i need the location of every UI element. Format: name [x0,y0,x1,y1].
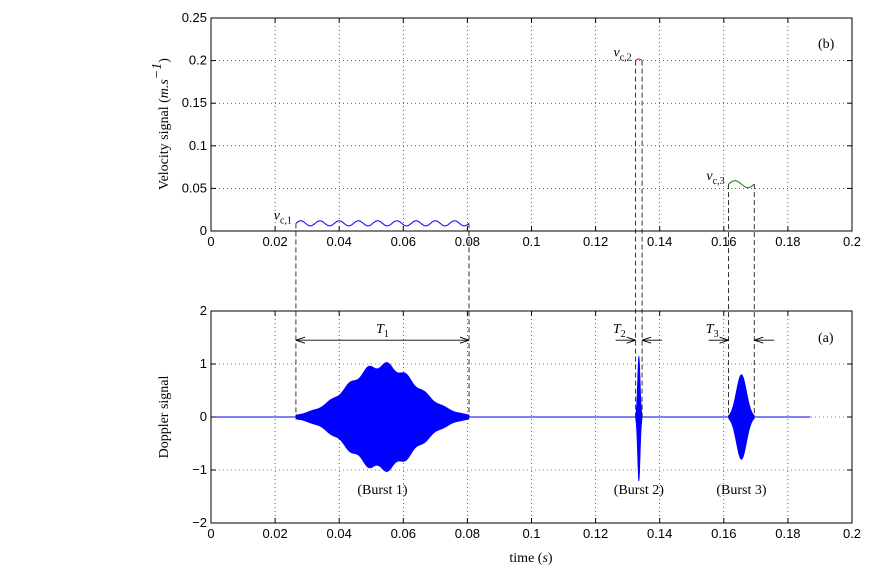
velocity-x-tick-label: 0.1 [522,234,540,249]
period-1-arrowhead-right [459,336,470,344]
velocity-x-tick-label: 0.02 [262,234,287,249]
velocity-x-tick-label: 0.08 [455,234,480,249]
period-3-arrowhead-right [754,336,764,344]
doppler-x-tick-label: 0.2 [843,526,861,541]
time-axis-label: time (s) [509,551,553,565]
doppler-x-tick-label: 0.14 [647,526,672,541]
velocity-x-tick-label: 0.04 [327,234,352,249]
velocity-y-tick-label: 0 [200,223,207,238]
velocity-series-2 [635,58,643,62]
period-2-arrowhead-right [641,336,652,344]
velocity-x-tick-label: 0.2 [843,234,861,249]
velocity-y-tick-label: 0.2 [189,53,207,68]
velocity-series-1 [295,220,470,227]
velocity-x-tick-label: 0.16 [711,234,736,249]
period-label-1: T1 [376,322,389,340]
period-label-2: T2 [613,322,626,340]
velocity-panel-label: (b) [818,37,835,52]
doppler-x-tick-label: 0.18 [775,526,800,541]
doppler-x-tick-label: 0.08 [455,526,480,541]
doppler-burst-2 [635,355,643,482]
doppler-burst-label-3: (Burst 3) [716,483,767,498]
doppler-x-tick-label: 0.12 [583,526,608,541]
doppler-burst-1 [295,362,470,472]
doppler-y-axis-label: Doppler signal [157,375,172,458]
doppler-ticks: 0 0.02 0.04 0.06 0.08 0.1 0.12 0.14 0.16 0.18 0.2 −… [192,303,861,541]
doppler-y-tick-label: 1 [200,356,207,371]
velocity-y-tick-label: 0.25 [182,10,207,25]
doppler-burst-3 [728,374,755,460]
doppler-x-tick-label: 0.04 [327,526,352,541]
doppler-signal: (Burst 1) (Burst 2) (Burst 3) [211,355,811,498]
velocity-y-axis-label: Velocity signal (m.s−1) [150,58,173,190]
velocity-x-tick-label: 0.06 [391,234,416,249]
doppler-y-tick-label: −2 [192,515,207,530]
velocity-y-tick-label: 0.1 [189,138,207,153]
burst-annotations: T1 T2 T3 [295,60,775,417]
velocity-x-tick-label: 0 [207,234,214,249]
velocity-axes-frame [210,17,853,232]
doppler-x-tick-label: 0.06 [391,526,416,541]
doppler-x-tick-label: 0.1 [522,526,540,541]
velocity-panel: vc,1 vc,2 vc,3 0 0.02 0.04 0.06 0.08 0.1 0.12 0.1… [150,10,862,249]
velocity-x-tick-label: 0.14 [647,234,672,249]
velocity-ticks: 0 0.02 0.04 0.06 0.08 0.1 0.12 0.14 0.16 0.18 0.2 0… [182,10,861,249]
doppler-x-tick-label: 0.02 [262,526,287,541]
doppler-panel: (Burst 1) (Burst 2) (Burst 3) 0 0.02 0.04 0.0… [157,303,861,565]
period-label-3: T3 [706,322,719,340]
velocity-series: vc,1 vc,2 vc,3 [274,46,755,227]
velocity-series-label-3: vc,3 [706,169,724,187]
doppler-y-tick-label: −1 [192,462,207,477]
doppler-y-tick-label: 0 [200,409,207,424]
velocity-series-label-2: vc,2 [613,46,631,64]
doppler-panel-label: (a) [818,331,834,346]
doppler-x-tick-label: 0.16 [711,526,736,541]
velocity-y-tick-label: 0.05 [182,180,207,195]
velocity-x-tick-label: 0.18 [775,234,800,249]
period-1-arrowhead-left [295,336,306,344]
doppler-y-tick-label: 2 [200,303,207,318]
velocity-y-tick-label: 0.15 [182,95,207,110]
period-3-arrowhead-left [719,336,729,344]
velocity-x-tick-label: 0.12 [583,234,608,249]
velocity-grid [211,18,852,231]
velocity-series-label-1: vc,1 [274,208,292,226]
doppler-x-tick-label: 0 [207,526,214,541]
velocity-series-3 [728,180,755,189]
doppler-burst-label-1: (Burst 1) [357,483,408,498]
period-2-arrowhead-left [626,336,636,344]
doppler-burst-label-2: (Burst 2) [614,483,665,498]
